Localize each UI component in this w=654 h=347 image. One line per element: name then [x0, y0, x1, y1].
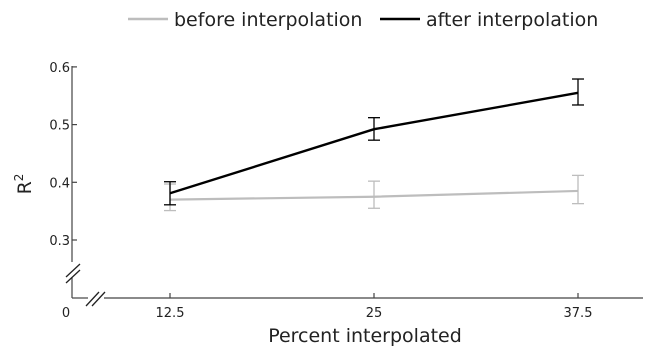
y-ticks: 0.3 0.4 0.5 0.6 — [49, 61, 77, 249]
legend-label: before interpolation — [174, 9, 362, 31]
error-bar — [164, 181, 176, 206]
series-line — [169, 91, 579, 195]
x-tick-label: 12.5 — [156, 306, 185, 321]
y-axis-break-mark-1 — [65, 263, 81, 278]
error-bar — [368, 180, 380, 209]
y-tick-label: 0.5 — [49, 119, 70, 134]
y-axis-title-base: R — [14, 181, 36, 194]
series-0 — [164, 174, 584, 212]
error-bar — [572, 78, 584, 106]
legend-entry: after interpolation — [380, 9, 598, 31]
y-axis-break-mark-2 — [65, 269, 81, 284]
y-axis-title-group: R2 — [12, 174, 36, 195]
origin-label: 0 — [62, 306, 70, 321]
legend-entry: before interpolation — [128, 9, 362, 31]
y-axis-title-superscript: 2 — [12, 174, 26, 182]
x-ticks: 12.5 25 37.5 — [156, 293, 593, 321]
axes — [65, 66, 643, 307]
error-bar — [572, 174, 584, 205]
x-tick-label: 37.5 — [564, 306, 593, 321]
error-bar — [368, 117, 380, 141]
x-axis-title: Percent interpolated — [268, 325, 462, 347]
legend-label: after interpolation — [426, 9, 598, 31]
legend: before interpolation after interpolation — [128, 9, 598, 31]
y-tick-label: 0.3 — [49, 234, 70, 249]
y-axis-title: R2 — [12, 174, 36, 195]
series-layer — [164, 78, 584, 212]
y-tick-label: 0.6 — [49, 61, 70, 76]
x-tick-label: 25 — [366, 306, 383, 321]
series-1 — [164, 78, 584, 206]
x-axis-break-mark-1 — [85, 291, 100, 307]
y-tick-label: 0.4 — [49, 176, 70, 191]
x-axis-break-mark-2 — [91, 291, 106, 307]
